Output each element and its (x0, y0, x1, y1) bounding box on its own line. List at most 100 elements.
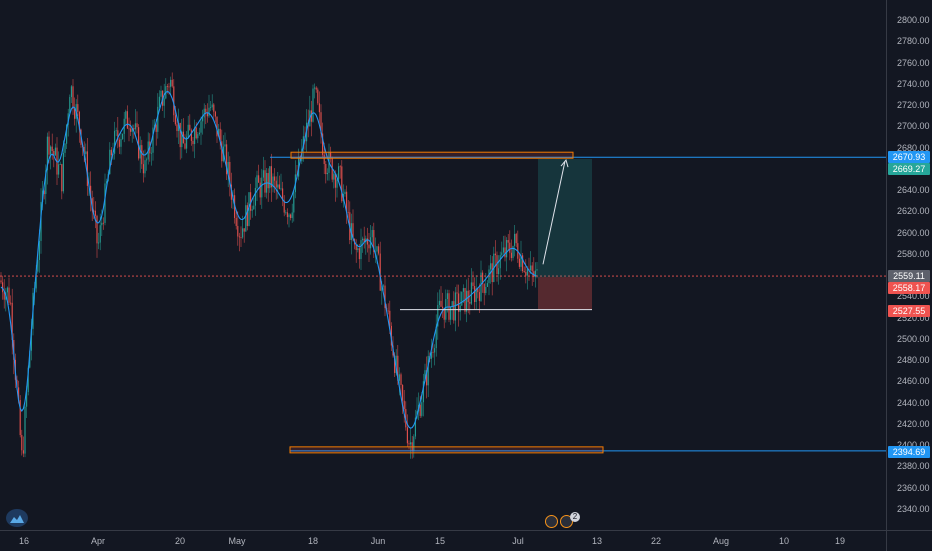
candle-body (424, 370, 426, 382)
candle-body (440, 300, 442, 307)
candle-body (379, 253, 381, 291)
candle-body (373, 230, 375, 252)
candle-body (302, 136, 304, 149)
candle-body (430, 351, 432, 359)
candle-body (242, 228, 244, 238)
candle-body (221, 141, 223, 162)
candle-body (99, 225, 101, 243)
price-tick-label: 2620.00 (897, 206, 930, 217)
candle-body (211, 104, 213, 108)
candle-body (362, 238, 364, 241)
long-position-loss-zone[interactable] (538, 277, 592, 310)
candle-body (46, 136, 48, 171)
candle-body (526, 269, 528, 276)
candle-body (198, 132, 200, 135)
candle-body (478, 292, 480, 301)
price-label-upper-level: 2670.93 (888, 151, 930, 163)
long-position-profit-zone[interactable] (538, 158, 592, 278)
candle-body (394, 355, 396, 373)
price-axis[interactable]: 2800.00 2780.00 2760.00 2740.00 2720.00 2700.… (886, 0, 932, 530)
candle-body (8, 287, 10, 303)
candle-body (498, 268, 500, 275)
economic-events-markers[interactable]: 2 (545, 512, 580, 528)
candle-body (376, 246, 378, 252)
candle-body (323, 154, 325, 164)
candle-body (152, 127, 154, 153)
candle-body (186, 136, 188, 149)
price-tick-label: 2760.00 (897, 57, 930, 68)
candle-body (70, 86, 72, 97)
candle-body (58, 164, 60, 175)
candle-body (45, 170, 47, 195)
candle-body (443, 308, 445, 320)
candle-body (27, 367, 29, 393)
time-tick-label: 22 (650, 536, 662, 546)
candle-body (115, 130, 117, 132)
candle-body (421, 402, 423, 416)
candle-body (490, 263, 492, 270)
candle-body (250, 192, 252, 211)
candle-body (69, 96, 71, 114)
candle-body (402, 385, 404, 401)
candle-body (491, 263, 493, 283)
candle-body (59, 164, 61, 165)
candle-body (93, 210, 95, 212)
candle-body (219, 128, 221, 142)
candle-body (435, 326, 437, 349)
candle-body (173, 86, 175, 116)
candle-body (251, 209, 253, 211)
candle-body (150, 152, 152, 154)
candle-body (504, 247, 506, 258)
candle-body (155, 124, 157, 132)
candle-body (371, 230, 373, 238)
candle-body (437, 304, 439, 327)
candle-body (0, 280, 2, 283)
candle-body (446, 293, 448, 299)
tradingview-logo-icon[interactable] (6, 509, 28, 527)
arrow-head-icon[interactable] (560, 159, 569, 168)
candle-body (61, 164, 63, 192)
price-tick-label: 2740.00 (897, 78, 930, 89)
candle-body (525, 272, 527, 276)
projection-arrow-line[interactable] (542, 160, 566, 265)
support-zone-box[interactable] (289, 446, 604, 454)
candle-body (35, 271, 37, 289)
candle-body (197, 134, 199, 139)
price-tick-label: 2640.00 (897, 185, 930, 196)
candle-body (325, 163, 327, 175)
candle-body (227, 161, 229, 175)
candle-body (122, 133, 124, 140)
candle-body (290, 214, 292, 218)
time-axis[interactable]: 16 Apr 20 May 18 Jun 15 Jul 13 22 Aug 10 19 (0, 530, 886, 551)
candle-body (179, 122, 181, 148)
price-tick-label: 2520.00 (897, 312, 930, 323)
candle-body (37, 259, 39, 272)
candle-body (338, 166, 340, 180)
candle-body (472, 282, 474, 286)
candle-body (176, 124, 178, 132)
candle-body (347, 211, 349, 213)
candle-body (10, 302, 12, 304)
candle-body (368, 244, 370, 249)
candle-body (126, 111, 128, 129)
candle-body (262, 170, 264, 178)
candle-body (208, 107, 210, 117)
price-tick-label: 2480.00 (897, 355, 930, 366)
candle-body (202, 117, 204, 122)
candle-body (261, 177, 263, 198)
candle-body (485, 286, 487, 294)
candle-body (98, 242, 100, 244)
event-flag-icon[interactable] (545, 514, 558, 528)
candle-body (178, 122, 180, 132)
candle-body (282, 188, 284, 201)
candle-body (134, 123, 136, 130)
candle-body (104, 183, 106, 223)
candle-body (454, 292, 456, 321)
candle-body (64, 143, 66, 153)
price-tick-label: 2460.00 (897, 376, 930, 387)
candle-body (530, 265, 532, 271)
candle-body (333, 173, 335, 180)
chart-plot-area[interactable] (0, 0, 886, 530)
candle-body (360, 240, 362, 260)
resistance-zone-box[interactable] (290, 151, 574, 159)
